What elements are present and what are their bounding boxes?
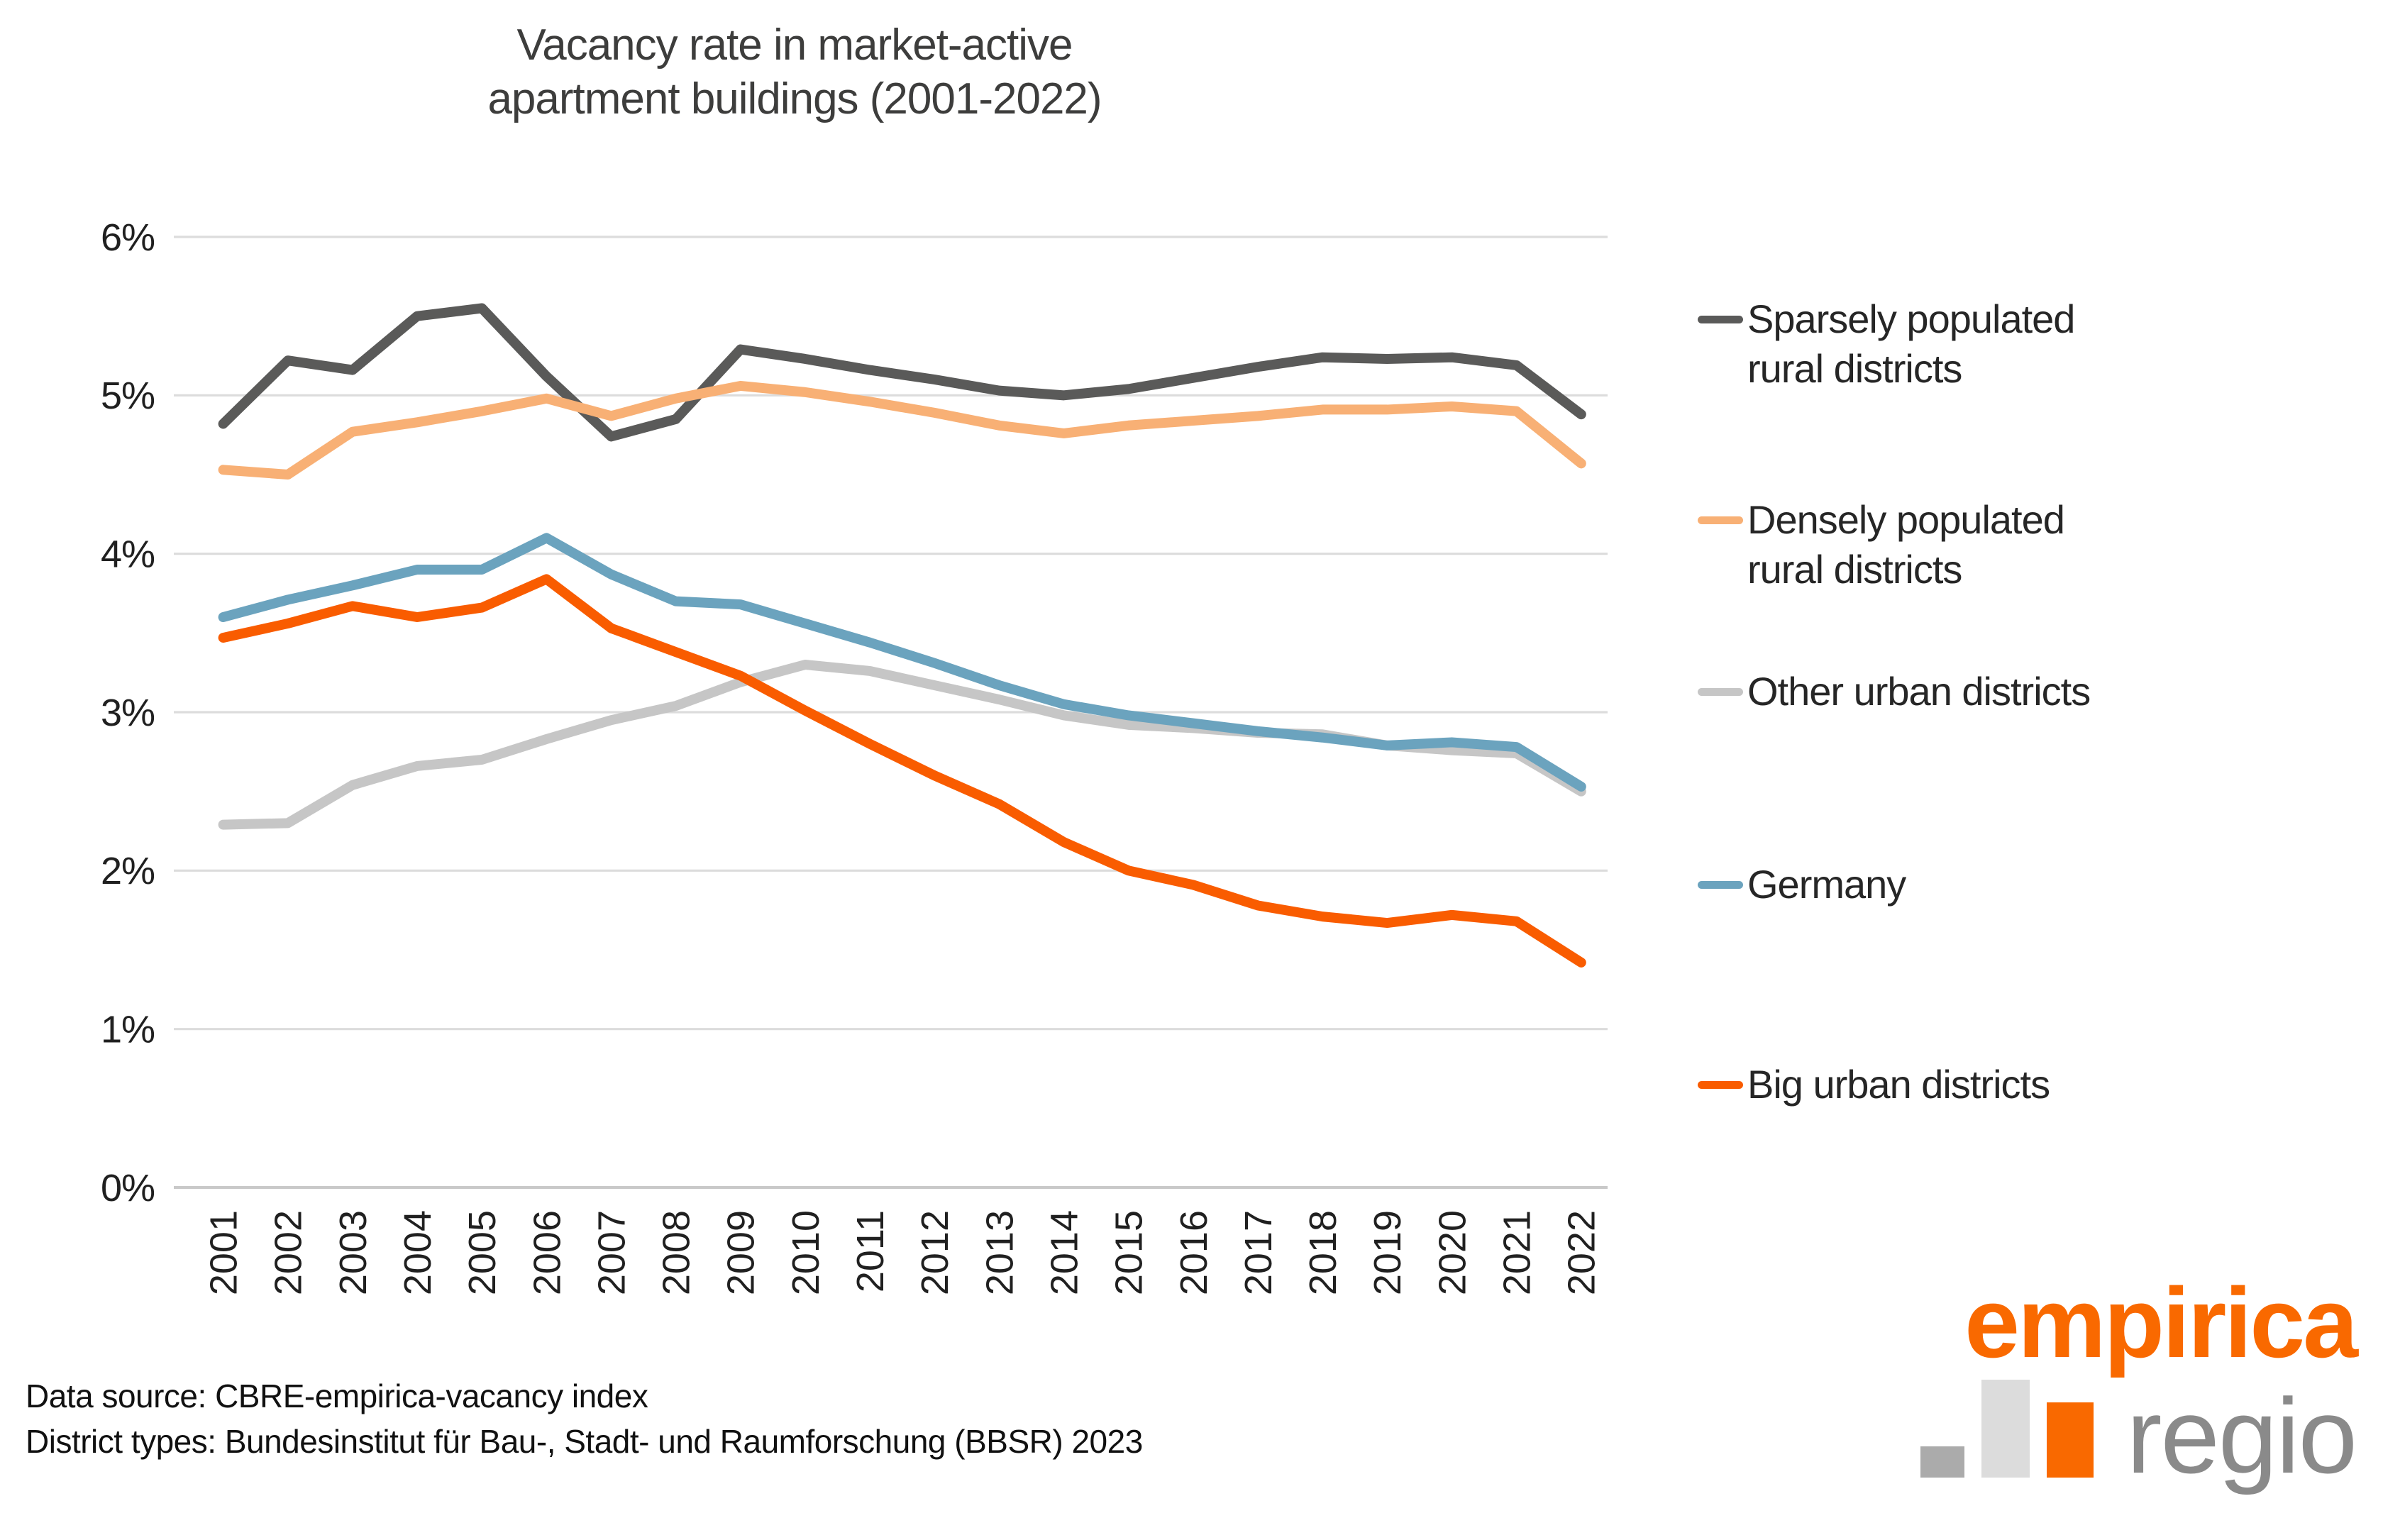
series-line-4 <box>218 574 1586 968</box>
legend-item-germany: Germany <box>1698 860 1906 909</box>
legend-item-densely-populated-rural-districts: Densely populated rural districts <box>1698 495 2065 594</box>
bar-chart-icon-bar-orange <box>2047 1402 2094 1478</box>
x-axis-label-2019: 2019 <box>1366 1210 1409 1295</box>
y-axis-label-0%: 0% <box>101 1167 155 1209</box>
logo-brand-text: empirica <box>1964 1267 2358 1378</box>
legend-line-swatch <box>1698 688 1743 696</box>
legend-line-swatch <box>1698 516 1743 524</box>
bar-chart-icon <box>1920 1380 2094 1478</box>
series-line-3 <box>218 533 1586 792</box>
x-axis-label-2003: 2003 <box>332 1210 375 1295</box>
footer-district-types: District types: Bundesinstitut für Bau-,… <box>26 1423 1143 1460</box>
x-axis-label-2006: 2006 <box>526 1210 568 1295</box>
x-axis-label-2020: 2020 <box>1431 1210 1474 1295</box>
legend-label: Big urban districts <box>1747 1062 2050 1107</box>
chart-title-line1: Vacancy rate in market-active <box>516 21 1073 70</box>
chart-title: Vacancy rate in market-active apartment … <box>0 18 1589 126</box>
footer-data-source: Data source: CBRE-empirica-vacancy index <box>26 1378 648 1414</box>
x-axis-label-2011: 2011 <box>849 1210 892 1292</box>
bar-chart-icon-bar-tall <box>1981 1380 2030 1478</box>
series-line-1 <box>218 380 1586 480</box>
footer: Data source: CBRE-empirica-vacancy index… <box>26 1373 1143 1464</box>
y-axis-label-2%: 2% <box>101 850 155 892</box>
x-axis-label-2004: 2004 <box>397 1210 439 1295</box>
legend-label: Germany <box>1747 862 1906 907</box>
x-axis-label-2015: 2015 <box>1108 1210 1151 1295</box>
y-axis-label-6%: 6% <box>101 216 155 259</box>
y-axis-label-4%: 4% <box>101 533 155 576</box>
x-axis-label-2007: 2007 <box>590 1210 633 1295</box>
x-axis-label-2021: 2021 <box>1496 1210 1539 1295</box>
chart-title-line2: apartment buildings (2001-2022) <box>487 74 1102 123</box>
bar-chart-icon-bar-small <box>1920 1446 1965 1478</box>
x-axis-label-2014: 2014 <box>1043 1210 1085 1295</box>
x-axis-label-2013: 2013 <box>978 1210 1021 1295</box>
x-axis-label-2001: 2001 <box>203 1210 245 1295</box>
x-axis-label-2012: 2012 <box>914 1210 956 1295</box>
legend-line-swatch <box>1698 1081 1743 1089</box>
x-axis-label-2018: 2018 <box>1302 1210 1344 1295</box>
legend-item-other-urban-districts: Other urban districts <box>1698 667 2091 716</box>
x-axis-label-2009: 2009 <box>720 1210 763 1295</box>
x-axis-label-2017: 2017 <box>1237 1210 1280 1295</box>
x-axis-label-2010: 2010 <box>785 1210 827 1295</box>
x-axis-label-2022: 2022 <box>1561 1210 1603 1295</box>
legend-label: Other urban districts <box>1747 669 2091 714</box>
logo-sub-text: regio <box>2126 1376 2357 1495</box>
legend-label: Sparsely populated rural districts <box>1747 297 2075 391</box>
series-line-0 <box>218 303 1586 442</box>
legend-line-swatch <box>1698 881 1743 889</box>
legend-item-sparsely-populated-rural-districts: Sparsely populated rural districts <box>1698 294 2075 394</box>
y-axis-label-5%: 5% <box>101 375 155 417</box>
x-axis-label-2016: 2016 <box>1173 1210 1215 1295</box>
legend-line-swatch <box>1698 316 1743 323</box>
x-axis-label-2005: 2005 <box>461 1210 504 1295</box>
y-axis-label-1%: 1% <box>101 1009 155 1051</box>
legend-label: Densely populated rural districts <box>1747 497 2065 592</box>
empirica-regio-logo: empirica regio <box>1920 1267 2358 1495</box>
x-axis-label-2002: 2002 <box>267 1210 310 1295</box>
legend-item-big-urban-districts: Big urban districts <box>1698 1060 2050 1109</box>
x-axis-label-2008: 2008 <box>656 1210 698 1295</box>
y-axis-label-3%: 3% <box>101 692 155 734</box>
